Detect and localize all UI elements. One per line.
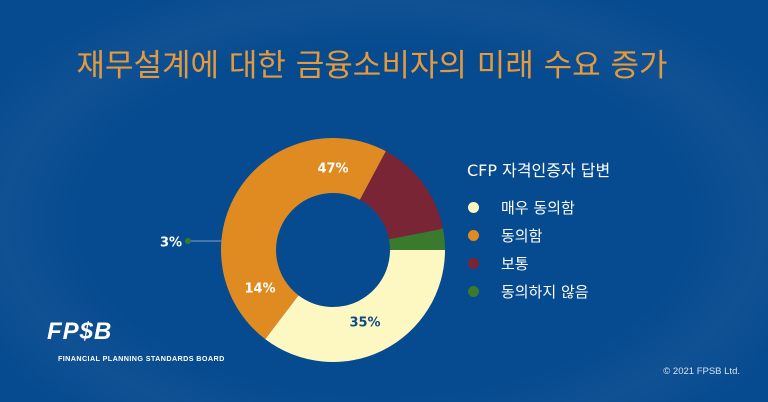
donut-slice: [220, 137, 386, 340]
fpsb-logo: FP$B FINANCIAL PLANNING STANDARDS BOARD: [47, 318, 225, 364]
donut-slices: [220, 137, 445, 363]
slice-label-agree: 47%: [317, 161, 349, 177]
legend-item-neutral: 보통: [467, 249, 610, 277]
callout-dot: [185, 238, 191, 244]
legend-swatch-icon: [468, 285, 479, 297]
legend-item-disagree: 동의하지 않음: [467, 277, 610, 305]
legend-swatch-icon: [468, 229, 479, 241]
donut-slice: [265, 250, 445, 363]
slice-label-very-agree: 35%: [349, 315, 381, 331]
legend: CFP 자격인증자 답변 매우 동의함 동의함 보통 동의하지 않음: [467, 157, 610, 305]
donut-slice: [388, 228, 445, 250]
legend-label: 동의하지 않음: [501, 282, 589, 301]
legend-label: 보통: [501, 254, 529, 273]
logo-mark: FP$B: [47, 318, 113, 345]
legend-swatch-icon: [468, 257, 479, 269]
legend-item-agree: 동의함: [467, 221, 610, 249]
copyright-text: © 2021 FPSB Ltd.: [663, 366, 740, 377]
legend-label: 동의함: [501, 226, 543, 245]
legend-title: CFP 자격인증자 답변: [467, 161, 611, 180]
logo-subtitle: FINANCIAL PLANNING STANDARDS BOARD: [58, 354, 225, 363]
legend-item-very-agree: 매우 동의함: [467, 193, 610, 221]
slice-label-neutral: 14%: [244, 281, 276, 297]
donut-slice: [359, 151, 443, 240]
legend-swatch-icon: [468, 201, 479, 213]
legend-label: 매우 동의함: [501, 198, 575, 217]
slice-label-disagree: 3%: [159, 235, 183, 251]
chart-title: 재무설계에 대한 금융소비자의 미래 수요 증가: [76, 48, 668, 84]
